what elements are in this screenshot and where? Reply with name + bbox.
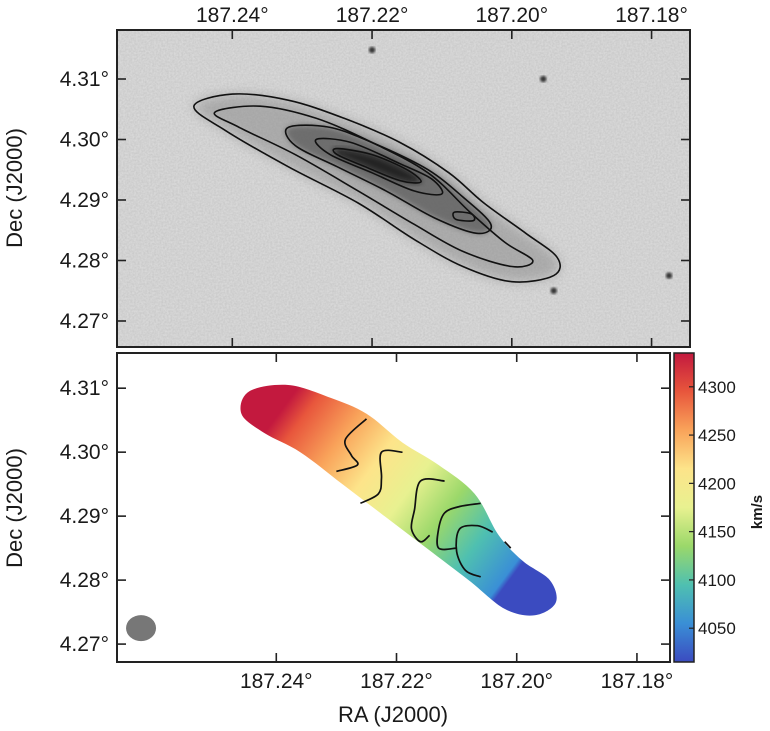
y-tick-label: 4.29° [60, 189, 109, 212]
colorbar-gradient [673, 352, 695, 663]
bottom-x-axis-ticks: 187.24° 187.22° 187.20° 187.18° [240, 353, 673, 693]
top-panel-frame [116, 29, 691, 348]
y-tick-label: 4.28° [60, 249, 109, 272]
x-tick-label: 187.20° [475, 4, 548, 27]
galaxy-diffuse-light [193, 93, 561, 283]
velocity-field-map [240, 384, 557, 616]
colorbar-tick-label: 4300 [698, 378, 736, 397]
velocity-colorbar: 4050 4100 4150 4200 4250 4300 km/s [673, 352, 766, 663]
bottom-y-axis-ticks: 4.31° 4.30° 4.29° 4.28° 4.27° [60, 377, 670, 656]
y-tick-label: 4.31° [60, 377, 109, 400]
colorbar-ticks: 4050 4100 4150 4200 4250 4300 [689, 378, 736, 638]
isovelocity-contour [455, 524, 494, 578]
colorbar-unit-label: km/s [749, 495, 766, 529]
y-tick-label: 4.27° [60, 310, 109, 333]
point-source [368, 46, 376, 54]
colorbar-tick-label: 4250 [698, 426, 736, 445]
x-tick-label: 187.24° [240, 670, 313, 693]
colorbar-tick-label: 4150 [698, 523, 736, 542]
isovelocity-contours [336, 418, 512, 578]
colorbar-tick-label: 4050 [698, 619, 736, 638]
contour-level-1 [193, 93, 561, 283]
y-tick-label: 4.28° [60, 569, 109, 592]
x-tick-label: 187.18° [601, 670, 674, 693]
top-y-axis-title: Dec (J2000) [2, 128, 27, 248]
contour-level-4 [314, 137, 444, 196]
contour-level-6 [452, 211, 476, 222]
point-sources [368, 46, 673, 294]
optical-image-panel: 187.24° 187.22° 187.20° 187.18° 4.31°4.30°4… [2, 4, 691, 348]
bottom-y-axis-title: Dec (J2000) [2, 448, 27, 568]
x-axis-title: RA (J2000) [338, 702, 448, 727]
x-tick-label: 187.22° [360, 670, 433, 693]
galaxy-core [333, 148, 422, 183]
top-y-axis-ticks: 4.31° 4.30° 4.29° 4.28° 4.27° [60, 68, 690, 333]
bottom-panel-frame [116, 352, 671, 663]
isovelocity-contour [410, 478, 445, 543]
point-source [550, 287, 557, 294]
isovelocity-contour [336, 418, 368, 473]
intensity-contours [193, 93, 561, 283]
y-tick-label: 4.31° [60, 68, 109, 91]
y-tick-label: 4.30° [60, 441, 109, 464]
colorbar-tick-label: 4100 [698, 571, 736, 590]
velocity-field-panel: 187.24° 187.22° 187.20° 187.18° 4.31°4.30°4… [2, 352, 673, 727]
isovelocity-contour [436, 502, 481, 551]
contour-level-2 [213, 105, 534, 268]
galaxy-halo [193, 93, 561, 283]
point-source [540, 75, 547, 83]
y-tick-label: 4.29° [60, 505, 109, 528]
isovelocity-contour [504, 541, 512, 549]
x-tick-label: 187.24° [196, 4, 269, 27]
y-tick-label: 4.30° [60, 128, 109, 151]
point-source [665, 272, 673, 279]
x-tick-label: 187.22° [336, 4, 409, 27]
x-tick-label: 187.20° [480, 670, 553, 693]
top-x-axis-ticks: 187.24° 187.22° 187.20° 187.18° [196, 4, 688, 347]
x-tick-label: 187.18° [615, 4, 688, 27]
beam-ellipse [126, 615, 157, 642]
contour-level-5 [332, 147, 422, 184]
y-tick-label: 4.27° [60, 633, 109, 656]
colorbar-tick-label: 4200 [698, 474, 736, 493]
contour-level-3 [284, 124, 493, 235]
isovelocity-contour [360, 449, 403, 505]
